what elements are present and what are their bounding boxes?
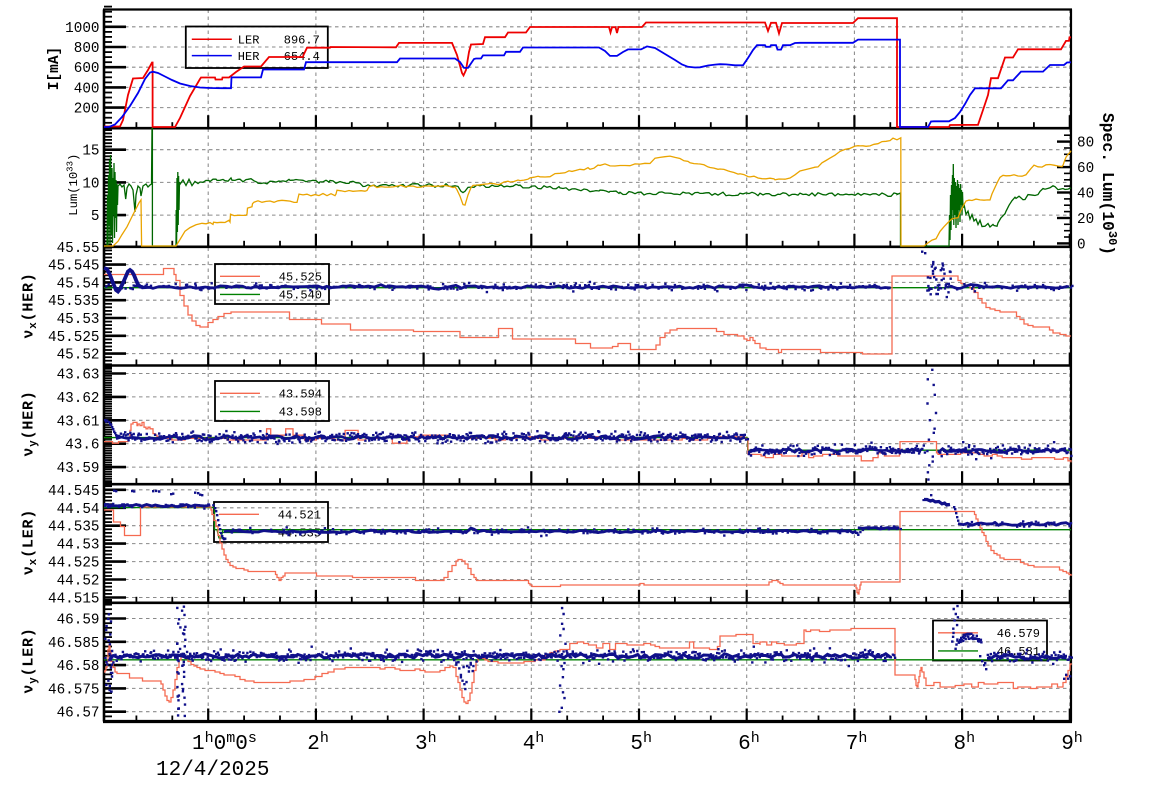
svg-text:43.59: 43.59 — [57, 461, 100, 477]
svg-text:44.515: 44.515 — [48, 592, 99, 608]
svg-text:45.525: 45.525 — [279, 271, 322, 285]
svg-text:45.540: 45.540 — [279, 289, 322, 303]
svg-text:LER: LER — [238, 34, 260, 48]
svg-text:600: 600 — [74, 61, 100, 77]
svg-text:1h0m0s: 1h0m0s — [192, 730, 257, 756]
svg-text:46.59: 46.59 — [57, 613, 100, 629]
svg-text:5: 5 — [91, 209, 100, 225]
svg-text:νy(HER): νy(HER) — [21, 390, 41, 456]
svg-text:HER: HER — [238, 50, 260, 64]
svg-text:νx(HER): νx(HER) — [21, 272, 41, 338]
svg-text:20: 20 — [1077, 212, 1094, 228]
svg-text:0: 0 — [1077, 237, 1086, 253]
svg-text:46.57: 46.57 — [57, 706, 100, 722]
svg-text:45.525: 45.525 — [48, 330, 99, 346]
svg-text:45.535: 45.535 — [48, 294, 99, 310]
svg-text:I[mA]: I[mA] — [47, 47, 63, 91]
svg-text:43.61: 43.61 — [57, 414, 100, 430]
svg-text:46.585: 46.585 — [48, 636, 99, 652]
svg-text:46.579: 46.579 — [997, 627, 1040, 641]
svg-text:12/4/2025: 12/4/2025 — [156, 759, 269, 782]
svg-text:800: 800 — [74, 41, 100, 57]
svg-text:43.62: 43.62 — [57, 391, 100, 407]
svg-text:νy(LER): νy(LER) — [21, 627, 41, 693]
svg-text:43.63: 43.63 — [57, 368, 100, 384]
svg-text:896.7: 896.7 — [284, 34, 320, 48]
svg-text:45.55: 45.55 — [57, 241, 100, 257]
svg-text:45.53: 45.53 — [57, 312, 100, 328]
svg-text:45.545: 45.545 — [48, 259, 99, 275]
svg-text:60: 60 — [1077, 161, 1094, 177]
svg-text:νx(LER): νx(LER) — [21, 509, 41, 575]
svg-text:40: 40 — [1077, 187, 1094, 203]
svg-text:46.58: 46.58 — [57, 659, 100, 675]
svg-text:43.594: 43.594 — [279, 388, 322, 402]
svg-text:44.52: 44.52 — [57, 574, 100, 590]
svg-text:44.53: 44.53 — [57, 538, 100, 554]
svg-text:200: 200 — [74, 102, 100, 118]
svg-text:44.521: 44.521 — [278, 509, 321, 523]
svg-text:45.52: 45.52 — [57, 348, 100, 364]
svg-text:80: 80 — [1077, 136, 1094, 152]
svg-text:15: 15 — [82, 144, 99, 160]
svg-text:Spec. Lum(1030): Spec. Lum(1030) — [1098, 113, 1119, 255]
svg-text:45.54: 45.54 — [57, 276, 100, 292]
svg-text:44.525: 44.525 — [48, 556, 99, 572]
svg-text:44.545: 44.545 — [48, 484, 99, 500]
svg-text:46.575: 46.575 — [48, 682, 99, 698]
svg-text:44.54: 44.54 — [57, 502, 100, 518]
svg-text:43.6: 43.6 — [65, 438, 99, 454]
svg-text:44.535: 44.535 — [48, 520, 99, 536]
svg-text:1000: 1000 — [65, 21, 99, 37]
svg-text:400: 400 — [74, 81, 100, 97]
svg-text:10: 10 — [82, 176, 99, 192]
svg-text:43.598: 43.598 — [279, 406, 322, 420]
